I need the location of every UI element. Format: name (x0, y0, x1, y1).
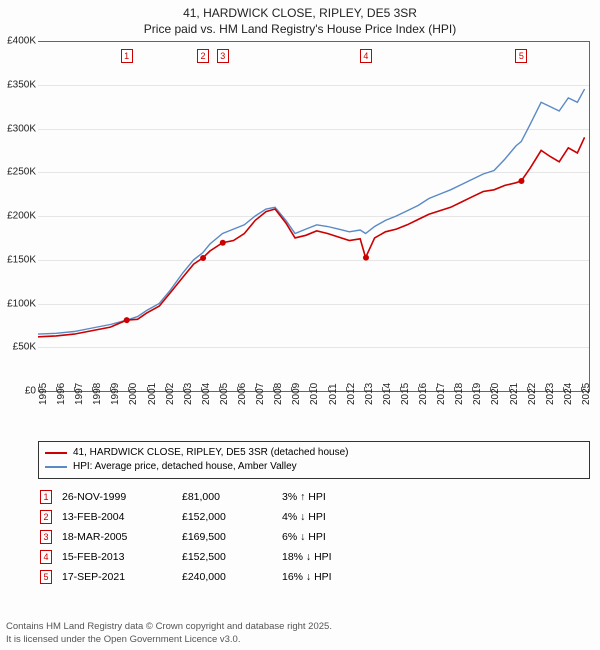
x-axis-label: 2020 (490, 383, 506, 405)
legend-item: 41, HARDWICK CLOSE, RIPLEY, DE5 3SR (det… (45, 446, 583, 460)
x-axis-label: 1996 (56, 383, 72, 405)
footer-line-2: It is licensed under the Open Government… (6, 634, 240, 645)
legend-label: 41, HARDWICK CLOSE, RIPLEY, DE5 3SR (det… (73, 446, 349, 460)
event-price: £152,500 (182, 551, 272, 563)
x-axis-label: 2003 (183, 383, 199, 405)
x-axis-label: 2008 (273, 383, 289, 405)
x-axis-label: 2000 (128, 383, 144, 405)
sale-dot (200, 255, 206, 261)
x-axis-label: 1999 (110, 383, 126, 405)
x-axis-label: 2018 (454, 383, 470, 405)
x-axis-label: 2015 (400, 383, 416, 405)
series-price_paid (38, 137, 585, 336)
x-axis-label: 2024 (563, 383, 579, 405)
y-axis-label: £250K (7, 167, 36, 178)
x-axis-label: 2019 (472, 383, 488, 405)
event-price: £81,000 (182, 491, 272, 503)
event-diff: 4% ↓ HPI (282, 511, 590, 523)
chart-container: 41, HARDWICK CLOSE, RIPLEY, DE5 3SR Pric… (0, 0, 600, 650)
event-number: 5 (40, 570, 52, 584)
x-axis-label: 2012 (346, 383, 362, 405)
y-axis-label: £350K (7, 79, 36, 90)
x-axis-label: 2007 (255, 383, 271, 405)
legend-box: 41, HARDWICK CLOSE, RIPLEY, DE5 3SR (det… (38, 441, 590, 479)
events-table: 1 26-NOV-1999 £81,000 3% ↑ HPI 2 13-FEB-2004 £… (38, 487, 590, 587)
x-axis-label: 2001 (147, 383, 163, 405)
y-axis: £0£50K£100K£150K£200K£250K£300K£350K£400… (0, 41, 38, 391)
event-diff: 6% ↓ HPI (282, 531, 590, 543)
y-axis-label: £50K (13, 342, 36, 353)
event-marker-3: 3 (217, 49, 229, 63)
y-axis-label: £0 (25, 386, 36, 397)
x-axis-label: 2010 (309, 383, 325, 405)
event-diff: 16% ↓ HPI (282, 571, 590, 583)
footer-line-1: Contains HM Land Registry data © Crown c… (6, 621, 332, 632)
x-axis: 1995199619971998199920002001200220032004… (38, 391, 590, 411)
x-axis-label: 2009 (291, 383, 307, 405)
y-axis-label: £150K (7, 254, 36, 265)
x-axis-label: 1998 (92, 383, 108, 405)
event-marker-1: 1 (121, 49, 133, 63)
x-axis-label: 2025 (581, 383, 597, 405)
chart-title: 41, HARDWICK CLOSE, RIPLEY, DE5 3SR Pric… (0, 0, 600, 37)
x-axis-label: 2014 (382, 383, 398, 405)
event-date: 17-SEP-2021 (62, 571, 172, 583)
legend-item: HPI: Average price, detached house, Ambe… (45, 460, 583, 474)
x-axis-label: 2017 (436, 383, 452, 405)
event-row: 1 26-NOV-1999 £81,000 3% ↑ HPI (38, 487, 590, 507)
legend-swatch (45, 466, 67, 468)
event-date: 13-FEB-2004 (62, 511, 172, 523)
y-axis-label: £300K (7, 123, 36, 134)
event-price: £169,500 (182, 531, 272, 543)
y-axis-label: £200K (7, 211, 36, 222)
sale-dot (220, 240, 226, 246)
legend-label: HPI: Average price, detached house, Ambe… (73, 460, 297, 474)
event-marker-2: 2 (197, 49, 209, 63)
event-date: 26-NOV-1999 (62, 491, 172, 503)
plot-svg (38, 41, 590, 391)
series-hpi (38, 89, 585, 334)
x-axis-label: 2021 (509, 383, 525, 405)
x-axis-label: 2004 (201, 383, 217, 405)
event-marker-4: 4 (360, 49, 372, 63)
x-axis-label: 2016 (418, 383, 434, 405)
event-number: 4 (40, 550, 52, 564)
event-number: 2 (40, 510, 52, 524)
event-number: 3 (40, 530, 52, 544)
x-axis-label: 2013 (364, 383, 380, 405)
x-axis-label: 2023 (545, 383, 561, 405)
event-row: 5 17-SEP-2021 £240,000 16% ↓ HPI (38, 567, 590, 587)
event-diff: 3% ↑ HPI (282, 491, 590, 503)
title-line-2: Price paid vs. HM Land Registry's House … (144, 22, 456, 36)
y-axis-label: £100K (7, 298, 36, 309)
event-diff: 18% ↓ HPI (282, 551, 590, 563)
event-row: 3 18-MAR-2005 £169,500 6% ↓ HPI (38, 527, 590, 547)
event-date: 15-FEB-2013 (62, 551, 172, 563)
event-date: 18-MAR-2005 (62, 531, 172, 543)
sale-dot (363, 255, 369, 261)
x-axis-label: 1995 (38, 383, 54, 405)
footer-attribution: Contains HM Land Registry data © Crown c… (6, 621, 594, 646)
x-axis-label: 2006 (237, 383, 253, 405)
legend-swatch (45, 452, 67, 454)
event-number: 1 (40, 490, 52, 504)
event-price: £152,000 (182, 511, 272, 523)
x-axis-label: 1997 (74, 383, 90, 405)
x-axis-label: 2022 (527, 383, 543, 405)
x-axis-label: 2011 (328, 384, 344, 406)
event-price: £240,000 (182, 571, 272, 583)
sale-dot (124, 317, 130, 323)
sale-dot (518, 178, 524, 184)
event-row: 2 13-FEB-2004 £152,000 4% ↓ HPI (38, 507, 590, 527)
event-marker-5: 5 (515, 49, 527, 63)
chart-area: £0£50K£100K£150K£200K£250K£300K£350K£400… (38, 41, 590, 411)
x-axis-label: 2005 (219, 383, 235, 405)
y-axis-label: £400K (7, 36, 36, 47)
title-line-1: 41, HARDWICK CLOSE, RIPLEY, DE5 3SR (183, 6, 417, 20)
event-row: 4 15-FEB-2013 £152,500 18% ↓ HPI (38, 547, 590, 567)
x-axis-label: 2002 (165, 383, 181, 405)
